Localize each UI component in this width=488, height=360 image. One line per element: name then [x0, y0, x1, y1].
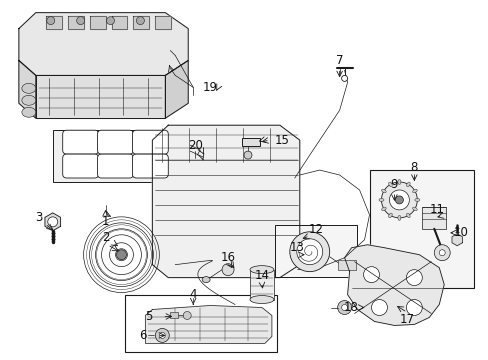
Ellipse shape — [414, 198, 419, 201]
Ellipse shape — [202, 276, 210, 283]
Circle shape — [363, 267, 379, 283]
Circle shape — [433, 245, 449, 261]
FancyBboxPatch shape — [62, 154, 99, 178]
Bar — [337, 260, 355, 270]
Circle shape — [222, 264, 234, 276]
FancyBboxPatch shape — [132, 154, 168, 178]
Bar — [53, 130, 197, 182]
Text: 16: 16 — [220, 251, 235, 264]
Polygon shape — [19, 13, 188, 75]
Circle shape — [337, 301, 351, 315]
FancyBboxPatch shape — [62, 130, 99, 154]
Ellipse shape — [406, 182, 409, 187]
Text: 5: 5 — [144, 310, 152, 323]
Text: 9: 9 — [390, 179, 397, 192]
Polygon shape — [155, 15, 171, 28]
Circle shape — [388, 190, 408, 210]
Bar — [170, 312, 178, 319]
Text: 18: 18 — [344, 301, 358, 314]
Text: 15: 15 — [274, 134, 289, 147]
Polygon shape — [344, 245, 443, 325]
Polygon shape — [133, 15, 149, 28]
Text: 14: 14 — [254, 269, 269, 282]
Text: 13: 13 — [289, 241, 304, 254]
Bar — [249, 270, 273, 300]
Ellipse shape — [381, 207, 386, 211]
Circle shape — [406, 300, 422, 315]
Circle shape — [341, 305, 347, 310]
Ellipse shape — [249, 266, 273, 274]
Circle shape — [395, 196, 403, 204]
Text: 4: 4 — [189, 288, 197, 301]
Ellipse shape — [397, 215, 400, 220]
Circle shape — [183, 311, 191, 319]
Text: 11: 11 — [429, 203, 444, 216]
Ellipse shape — [22, 84, 36, 93]
Polygon shape — [46, 15, 61, 28]
Text: 10: 10 — [453, 226, 468, 239]
Text: 3: 3 — [35, 211, 42, 224]
FancyBboxPatch shape — [98, 154, 133, 178]
Circle shape — [106, 17, 114, 24]
Bar — [242, 138, 260, 146]
Polygon shape — [36, 75, 165, 118]
Text: 20: 20 — [187, 139, 202, 152]
Ellipse shape — [412, 207, 416, 211]
FancyBboxPatch shape — [98, 130, 133, 154]
Polygon shape — [89, 15, 105, 28]
Ellipse shape — [388, 182, 391, 187]
Bar — [274, 225, 356, 276]
Circle shape — [341, 75, 347, 81]
Ellipse shape — [249, 296, 273, 303]
Circle shape — [155, 328, 169, 342]
Polygon shape — [152, 125, 299, 278]
Ellipse shape — [406, 213, 409, 218]
Polygon shape — [145, 306, 271, 343]
FancyBboxPatch shape — [132, 130, 168, 154]
Polygon shape — [19, 60, 36, 118]
Ellipse shape — [381, 189, 386, 193]
Ellipse shape — [412, 189, 416, 193]
Ellipse shape — [388, 213, 391, 218]
Circle shape — [296, 239, 322, 265]
Circle shape — [371, 300, 386, 315]
Bar — [369, 170, 473, 288]
Circle shape — [116, 250, 126, 260]
Bar — [422, 207, 446, 229]
Circle shape — [438, 250, 444, 256]
Text: 2: 2 — [102, 231, 109, 244]
Text: 12: 12 — [307, 223, 323, 236]
Ellipse shape — [22, 95, 36, 105]
Circle shape — [244, 151, 251, 159]
Polygon shape — [45, 213, 61, 231]
Ellipse shape — [397, 180, 400, 184]
Circle shape — [77, 17, 84, 24]
Polygon shape — [111, 15, 127, 28]
Text: 8: 8 — [410, 161, 417, 174]
Polygon shape — [451, 234, 462, 246]
Text: 17: 17 — [399, 313, 414, 326]
Text: 1: 1 — [102, 215, 109, 228]
Circle shape — [48, 217, 58, 227]
Ellipse shape — [378, 198, 383, 201]
Ellipse shape — [22, 107, 36, 117]
Circle shape — [406, 270, 422, 285]
Circle shape — [136, 17, 144, 24]
Circle shape — [159, 332, 165, 338]
Text: 6: 6 — [139, 329, 146, 342]
Bar — [125, 294, 276, 352]
Polygon shape — [165, 60, 188, 118]
Circle shape — [47, 17, 55, 24]
Text: 19: 19 — [202, 81, 217, 94]
Polygon shape — [67, 15, 83, 28]
Circle shape — [381, 182, 416, 218]
Circle shape — [289, 232, 329, 272]
Text: 7: 7 — [335, 54, 343, 67]
